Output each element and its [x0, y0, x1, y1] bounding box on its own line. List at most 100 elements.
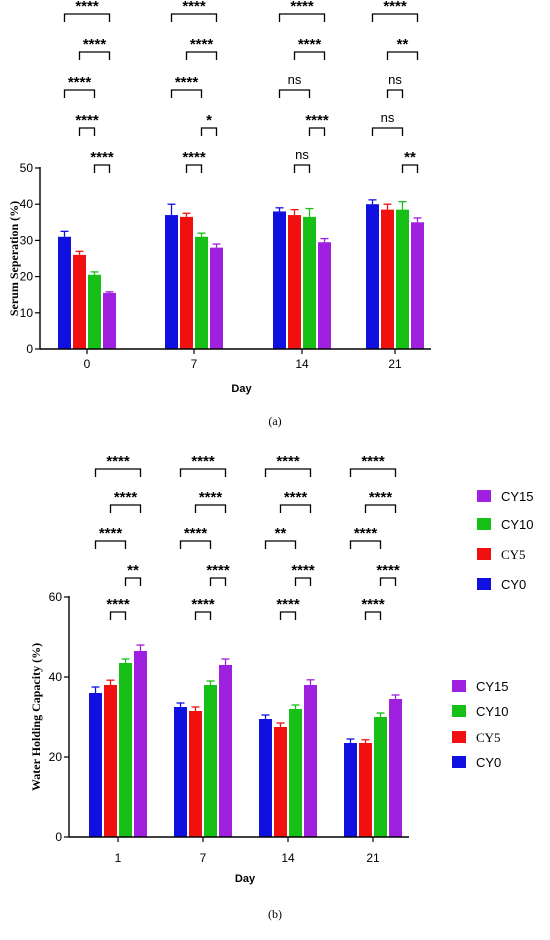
- significance-bracket: [200, 127, 218, 136]
- panel-caption: (a): [268, 414, 281, 428]
- bar-cy10-day-14: [289, 709, 302, 837]
- y-tick-label: 40: [20, 197, 34, 211]
- bar-cy5-day-14: [288, 215, 301, 349]
- significance-label: ****: [276, 453, 300, 470]
- y-tick-label: 10: [20, 306, 34, 320]
- x-axis-label: Day: [235, 873, 256, 885]
- x-tick-label: 14: [295, 357, 309, 371]
- significance-label: ****: [106, 596, 130, 613]
- x-tick-label: 7: [200, 851, 207, 865]
- significance-bracket: [371, 13, 419, 22]
- significance-bracket: [109, 611, 127, 620]
- bar-cy10-day-7: [204, 685, 217, 837]
- legend-label-cy15: CY15: [501, 489, 534, 504]
- bar-cy0-day-14: [259, 719, 272, 837]
- panel-caption: (b): [268, 907, 282, 921]
- significance-bracket: [94, 540, 127, 549]
- significance-bracket: [293, 51, 326, 60]
- significance-bracket: [194, 611, 212, 620]
- legend-swatch-cy10: [452, 705, 466, 717]
- significance-bracket: [264, 540, 297, 549]
- y-tick-label: 20: [49, 750, 63, 764]
- y-tick-label: 0: [26, 342, 33, 356]
- chart-panel-b: 0 20 40 60 1 7 14 21 Water Holding Capacity (%) D…: [29, 453, 509, 921]
- significance-bracket: [379, 577, 397, 586]
- significance-bracket: [371, 127, 404, 136]
- significance-label: ****: [305, 112, 329, 129]
- significance-label: ****: [190, 36, 214, 53]
- y-tick-label: 40: [49, 670, 63, 684]
- significance-label: ****: [291, 562, 315, 579]
- significance-label: ns: [288, 72, 302, 87]
- y-axis-label: Serum Seperation (%): [7, 201, 21, 316]
- bar-cy0-day-7: [174, 707, 187, 837]
- bar-cy10-day-14: [303, 216, 316, 349]
- bar-cy10-day-21: [374, 717, 387, 837]
- bar-cy0-day-14: [273, 211, 286, 349]
- significance-label: ****: [206, 562, 230, 579]
- bar-cy0-day-0: [58, 236, 71, 349]
- y-tick-label: 60: [49, 590, 63, 604]
- legend-label-cy0: CY0: [476, 755, 501, 770]
- legend-swatch-cy15: [477, 490, 491, 502]
- significance-bracket: [349, 468, 397, 477]
- significance-label: ns: [388, 72, 402, 87]
- significance-bracket: [94, 468, 142, 477]
- significance-label: ****: [182, 0, 206, 15]
- significance-bracket: [278, 13, 326, 22]
- bar-cy0-day-1: [89, 693, 102, 837]
- significance-bracket: [401, 164, 419, 173]
- legend-swatch-cy10: [477, 518, 491, 530]
- bar-cy5-day-21: [381, 209, 394, 349]
- significance-bracket: [279, 504, 312, 513]
- significance-label: ****: [290, 0, 314, 15]
- bar-cy15-day-1: [134, 651, 147, 837]
- significance-bracket: [185, 51, 218, 60]
- bar-cy10-day-21: [396, 209, 409, 349]
- legend-swatch-cy0: [477, 578, 491, 590]
- x-tick-label: 21: [388, 357, 402, 371]
- significance-label: ****: [383, 0, 407, 15]
- x-tick-label: 1: [115, 851, 122, 865]
- significance-bracket: [349, 540, 382, 549]
- legend-label-cy15: CY15: [476, 679, 509, 694]
- significance-label: ****: [361, 453, 385, 470]
- legend-swatch-cy0: [452, 756, 466, 768]
- significance-label: ****: [361, 596, 385, 613]
- bar-cy15-day-0: [103, 292, 116, 349]
- significance-bracket: [78, 51, 111, 60]
- significance-bracket: [78, 127, 96, 136]
- significance-bracket: [308, 127, 326, 136]
- significance-label: **: [404, 149, 416, 166]
- bar-cy15-day-14: [318, 242, 331, 349]
- significance-label: ****: [191, 596, 215, 613]
- significance-label: ****: [369, 489, 393, 506]
- legend-label-cy5: CY5: [476, 730, 501, 745]
- significance-label: ****: [114, 489, 138, 506]
- significance-bracket: [279, 611, 297, 620]
- x-tick-label: 14: [281, 851, 295, 865]
- legend-swatch-cy5: [452, 731, 466, 743]
- significance-bracket: [63, 13, 111, 22]
- bar-cy0-day-21: [344, 743, 357, 837]
- significance-label: **: [127, 562, 139, 579]
- significance-label: ns: [295, 147, 309, 162]
- y-tick-label: 50: [20, 161, 34, 175]
- bar-cy10-day-0: [88, 274, 101, 349]
- significance-bracket: [170, 13, 218, 22]
- bar-cy5-day-21: [359, 743, 372, 837]
- legend-swatch-cy15: [452, 680, 466, 692]
- significance-bracket: [179, 540, 212, 549]
- significance-bracket: [293, 164, 311, 173]
- significance-bracket: [109, 504, 142, 513]
- x-tick-label: 0: [84, 357, 91, 371]
- bar-cy0-day-21: [366, 204, 379, 349]
- bar-cy15-day-21: [411, 222, 424, 349]
- bar-cy15-day-7: [210, 247, 223, 349]
- bar-cy10-day-7: [195, 236, 208, 349]
- legend-label-cy0: CY0: [501, 577, 526, 592]
- significance-label: ****: [376, 562, 400, 579]
- significance-bracket: [386, 51, 419, 60]
- significance-label: ****: [90, 149, 114, 166]
